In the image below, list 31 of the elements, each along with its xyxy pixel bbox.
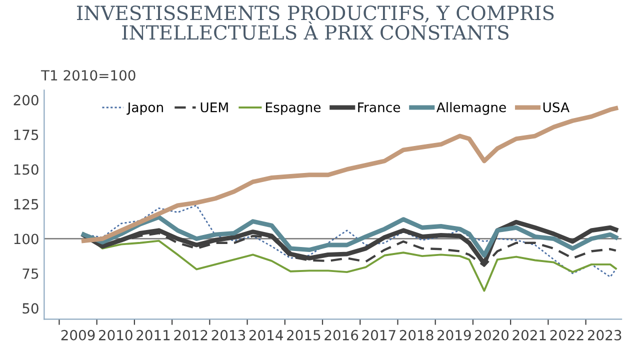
y-axis-title: T1 2010=100 xyxy=(40,70,136,81)
y-tick-label: 50 xyxy=(22,303,38,314)
x-tick-label: 2020 xyxy=(475,330,509,340)
x-tick-label: 2019 xyxy=(438,330,471,340)
legend-label: Espagne xyxy=(266,102,321,115)
y-tick-label: 175 xyxy=(14,130,38,140)
x-tick-label: 2014 xyxy=(249,330,283,340)
line-series xyxy=(81,214,618,258)
y-tick-label: 125 xyxy=(14,199,38,210)
x-tick-label: 2017 xyxy=(362,330,396,340)
y-tick-label: 200 xyxy=(14,94,38,106)
x-tick-label: 2012 xyxy=(174,330,208,340)
legend-label: Japon xyxy=(126,102,163,115)
x-tick-label: 2022 xyxy=(550,330,584,340)
chart-title: INVESTISSEMENTS PRODUCTIFS, Y COMPRIS INTELLECTUELS À PRIX CONSTANTS xyxy=(77,6,554,40)
y-tick-label: 100 xyxy=(14,234,38,244)
x-tick-label: 2015 xyxy=(287,330,320,340)
legend-label: France xyxy=(358,102,400,112)
legend-label: USA xyxy=(543,102,570,112)
legend-label: UEM xyxy=(200,102,228,112)
x-tick-label: 2021 xyxy=(512,330,546,340)
x-tick-label: 2023 xyxy=(588,330,622,340)
x-tick-label: 2016 xyxy=(324,330,358,340)
x-tick-label: 2011 xyxy=(136,330,170,340)
x-tick-label: 2009 xyxy=(61,330,95,340)
x-tick-label: 2013 xyxy=(212,330,246,340)
y-tick-label: 75 xyxy=(22,268,38,279)
x-tick-label: 2018 xyxy=(400,330,434,340)
legend-label: Allemagne xyxy=(436,102,506,115)
x-tick-label: 2010 xyxy=(98,330,132,340)
y-tick-label: 150 xyxy=(14,164,38,175)
